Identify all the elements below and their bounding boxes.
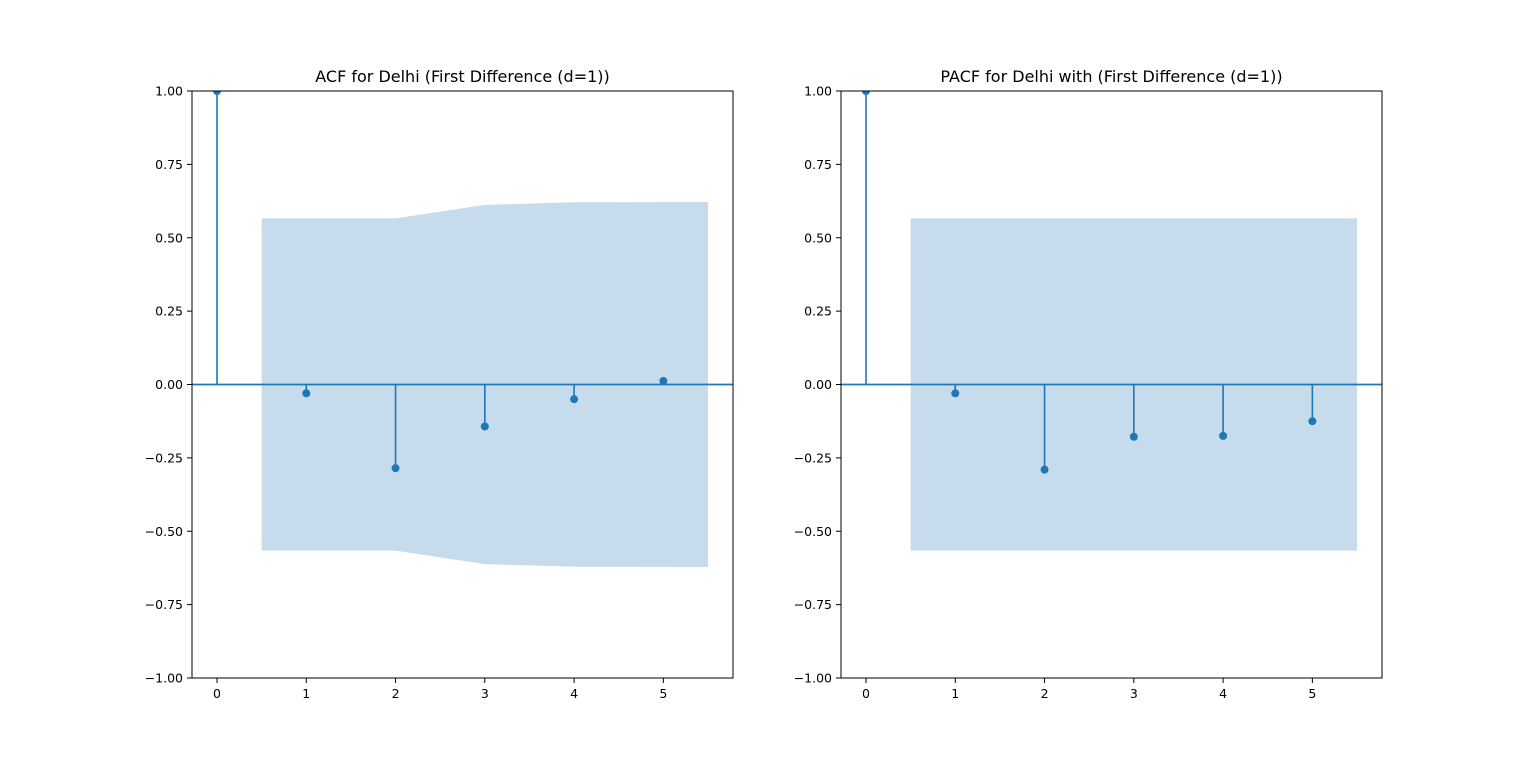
acf-xtick-label-0: 0 xyxy=(213,686,221,701)
acf-ytick-label-4: 0.00 xyxy=(155,377,183,392)
pacf-xtick-label-2: 2 xyxy=(1041,686,1049,701)
acf-ytick-label-5: 0.25 xyxy=(155,304,183,319)
pacf-plot-area xyxy=(841,91,1382,551)
pacf-ytick-label-1: −0.75 xyxy=(794,597,832,612)
pacf-ytick-label-0: −1.00 xyxy=(794,671,832,686)
pacf-ytick-label-2: −0.50 xyxy=(794,524,832,539)
acf-xtick-label-4: 4 xyxy=(570,686,578,701)
pacf-point-lag-2 xyxy=(1040,465,1049,474)
acf-point-lag-1 xyxy=(302,389,311,398)
pacf-ytick-label-3: −0.25 xyxy=(794,450,832,465)
acf-xtick-label-3: 3 xyxy=(481,686,489,701)
acf-ytick-label-3: −0.25 xyxy=(145,450,183,465)
acf-title: ACF for Delhi (First Difference (d=1)) xyxy=(315,67,610,86)
pacf-ytick-label-7: 0.75 xyxy=(804,157,832,172)
pacf-point-lag-5 xyxy=(1308,417,1317,426)
pacf-xtick-label-5: 5 xyxy=(1308,686,1316,701)
acf-ytick-label-2: −0.50 xyxy=(145,524,183,539)
pacf-xtick-label-0: 0 xyxy=(862,686,870,701)
acf-ytick-label-8: 1.00 xyxy=(155,84,183,99)
pacf-ytick-label-6: 0.50 xyxy=(804,230,832,245)
pacf-panel: 0 1 2 3 4 5 −1.00 −0.75 −0.50 −0.25 0.00 0.25 0.50 0.… xyxy=(794,67,1383,701)
pacf-xtick-label-3: 3 xyxy=(1130,686,1138,701)
pacf-xtick-label-4: 4 xyxy=(1219,686,1227,701)
acf-ytick-label-1: −0.75 xyxy=(145,597,183,612)
pacf-point-lag-0 xyxy=(861,91,870,95)
acf-ytick-label-6: 0.50 xyxy=(155,230,183,245)
acf-xtick-label-5: 5 xyxy=(659,686,667,701)
pacf-title: PACF for Delhi with (First Difference (d… xyxy=(940,67,1282,86)
pacf-ytick-label-8: 1.00 xyxy=(804,84,832,99)
acf-point-lag-2 xyxy=(391,464,400,473)
pacf-point-lag-1 xyxy=(951,389,960,398)
pacf-ytick-label-4: 0.00 xyxy=(804,377,832,392)
pacf-point-lag-4 xyxy=(1219,431,1228,440)
acf-xtick-label-2: 2 xyxy=(392,686,400,701)
acf-point-lag-5 xyxy=(659,376,668,385)
acf-plot-area xyxy=(192,91,733,568)
pacf-xtick-label-1: 1 xyxy=(951,686,959,701)
acf-xtick-label-1: 1 xyxy=(302,686,310,701)
pacf-ytick-label-5: 0.25 xyxy=(804,304,832,319)
acf-ytick-label-7: 0.75 xyxy=(155,157,183,172)
acf-point-lag-4 xyxy=(570,395,579,404)
acf-point-lag-0 xyxy=(212,91,221,95)
pacf-point-lag-3 xyxy=(1129,432,1138,441)
acf-point-lag-3 xyxy=(480,422,489,431)
acf-panel: 0 1 2 3 4 5 −1.00 −0.75 −0.50 −0.25 0.00 0.25 0.50 0.… xyxy=(145,67,734,701)
acf-ytick-label-0: −1.00 xyxy=(145,671,183,686)
